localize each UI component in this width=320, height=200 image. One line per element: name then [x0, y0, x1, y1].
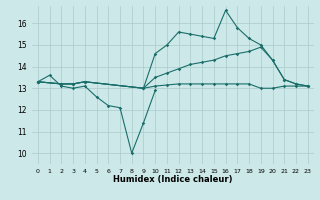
- X-axis label: Humidex (Indice chaleur): Humidex (Indice chaleur): [113, 175, 233, 184]
